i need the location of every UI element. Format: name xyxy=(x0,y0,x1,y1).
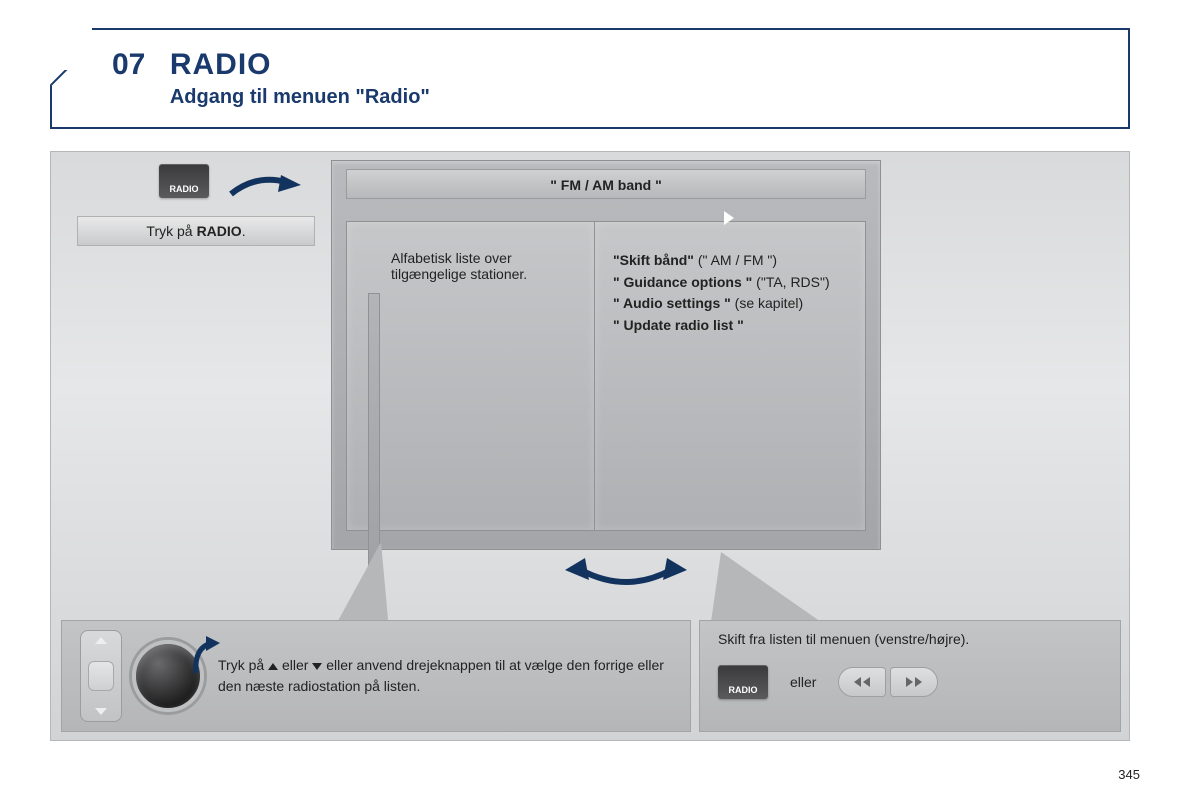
device-screen: " FM / AM band " Alfabetisk liste over t… xyxy=(331,160,881,550)
bl-mid: eller xyxy=(282,657,312,673)
menu-line-1: "Skift bånd" (" AM / FM ") xyxy=(613,250,847,272)
menu-line-4-bold: " Update radio list " xyxy=(613,317,744,333)
bottom-left-callout: Tryk på eller eller anvend drejeknappen … xyxy=(61,620,691,732)
press-prefix: Tryk på xyxy=(146,223,192,239)
screen-right-panel[interactable]: "Skift bånd" (" AM / FM ") " Guidance op… xyxy=(594,221,866,531)
left-panel-text: Alfabetisk liste over tilgængelige stati… xyxy=(391,250,576,282)
bottom-left-text: Tryk på eller eller anvend drejeknappen … xyxy=(218,655,672,697)
press-suffix: . xyxy=(242,223,246,239)
knob-arrow-icon xyxy=(190,633,222,681)
press-bold: RADIO xyxy=(197,223,242,239)
seek-buttons xyxy=(838,667,938,697)
radio-button-label-2: RADIO xyxy=(729,685,758,695)
menu-line-3-rest: (se kapitel) xyxy=(731,295,803,311)
menu-line-3: " Audio settings " (se kapitel) xyxy=(613,293,847,315)
content-panel: RADIO Tryk på RADIO . " FM / AM band " A… xyxy=(50,151,1130,741)
triangle-down-icon xyxy=(312,663,322,670)
section-header: 07 RADIO Adgang til menuen "Radio" xyxy=(50,28,1130,129)
section-number: 07 xyxy=(112,48,145,82)
screen-left-panel[interactable]: Alfabetisk liste over tilgængelige stati… xyxy=(346,221,594,531)
callout-pointer-right xyxy=(711,552,821,622)
section-title: RADIO xyxy=(170,48,430,82)
radio-button-icon[interactable]: RADIO xyxy=(159,164,209,198)
bidirectional-arrow-icon xyxy=(551,552,701,592)
bl-before: Tryk på xyxy=(218,657,268,673)
section-title-block: RADIO Adgang til menuen "Radio" xyxy=(170,48,430,109)
menu-line-3-bold: " Audio settings " xyxy=(613,295,731,311)
bottom-right-controls: RADIO eller xyxy=(718,665,1102,699)
corner-cut xyxy=(50,28,86,64)
menu-line-2-bold: " Guidance options " xyxy=(613,274,752,290)
screen-panels: Alfabetisk liste over tilgængelige stati… xyxy=(346,221,866,531)
fast-forward-icon xyxy=(904,676,924,688)
corner-cut-line xyxy=(49,29,86,66)
scroll-strip xyxy=(368,293,380,579)
arrow-swoosh-icon xyxy=(226,172,306,202)
seek-back-button[interactable] xyxy=(838,667,886,697)
menu-line-1-bold: "Skift bånd" xyxy=(613,252,694,268)
menu-line-4: " Update radio list " xyxy=(613,315,847,337)
menu-line-1-rest: (" AM / FM ") xyxy=(694,252,777,268)
rewind-icon xyxy=(852,676,872,688)
radio-button-label: RADIO xyxy=(170,184,199,194)
rocker-pill xyxy=(88,661,114,691)
seek-forward-button[interactable] xyxy=(890,667,938,697)
bottom-right-caption: Skift fra listen til menuen (venstre/høj… xyxy=(718,631,1102,647)
bottom-right-callout: Skift fra listen til menuen (venstre/høj… xyxy=(699,620,1121,732)
page-number: 345 xyxy=(1118,767,1140,782)
menu-line-2-rest: ("TA, RDS") xyxy=(752,274,829,290)
radio-button-icon-2[interactable]: RADIO xyxy=(718,665,768,699)
or-label: eller xyxy=(790,674,816,690)
section-subtitle: Adgang til menuen "Radio" xyxy=(170,86,430,109)
triangle-up-icon xyxy=(268,663,278,670)
rocker-switch-icon[interactable] xyxy=(80,630,122,722)
screen-title-bar: " FM / AM band " xyxy=(346,169,866,199)
press-radio-caption: Tryk på RADIO . xyxy=(77,216,315,246)
menu-line-2: " Guidance options " ("TA, RDS") xyxy=(613,272,847,294)
